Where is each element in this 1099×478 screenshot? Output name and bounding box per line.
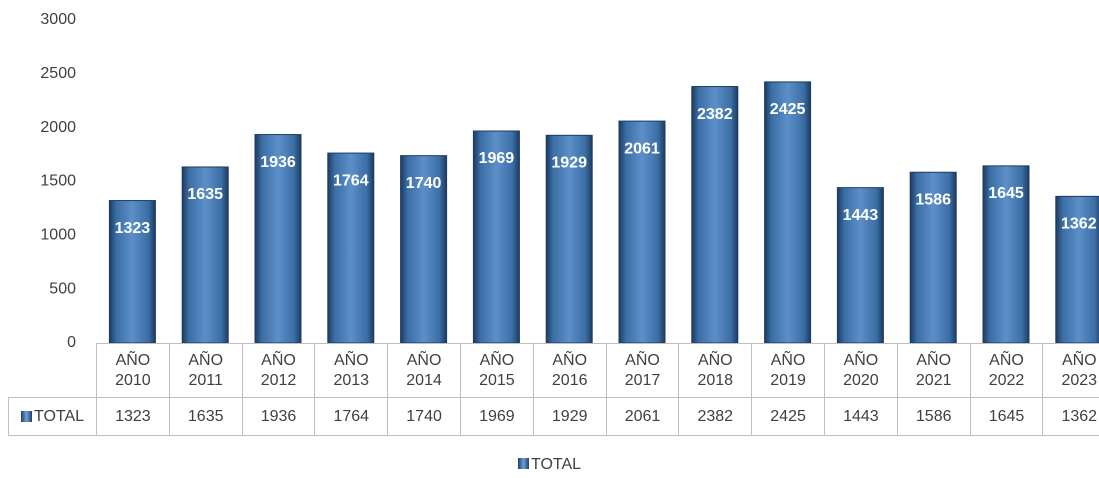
y-tick-label: 2000: [40, 119, 76, 136]
data-label: 1362: [1061, 216, 1097, 233]
table-header-cell: AÑO 2015: [460, 343, 534, 398]
data-label: 1740: [406, 175, 442, 192]
table-header-cell: AÑO 2013: [314, 343, 389, 398]
y-tick-label: 2500: [40, 65, 76, 82]
table-header-cell: AÑO 2012: [241, 343, 316, 398]
y-tick-label: 500: [49, 280, 76, 297]
y-tick-label: 3000: [40, 11, 76, 28]
table-header-cell: AÑO 2022: [969, 343, 1044, 398]
table-header-cell: AÑO 2020: [824, 343, 898, 398]
table-header-cell: AÑO 2014: [387, 343, 461, 398]
table-value-cell: 1969: [460, 397, 534, 436]
data-label: 1645: [988, 185, 1024, 202]
data-label: 1323: [115, 220, 151, 237]
table-value-cell: 1929: [532, 397, 607, 436]
table-header-cell: AÑO 2017: [605, 343, 680, 398]
bar: [909, 171, 957, 344]
table-header-cell: AÑO 2021: [896, 343, 971, 398]
row-label: TOTAL: [33, 407, 85, 425]
legend-key: [517, 458, 529, 469]
bar: [691, 86, 739, 344]
data-label: 2382: [697, 106, 733, 123]
table-value-cell: 2425: [751, 397, 825, 436]
table-value-cell: 1323: [96, 397, 170, 436]
table-value-cell: 1740: [387, 397, 461, 436]
legend: TOTAL: [0, 456, 1099, 474]
table-value-cell: 2061: [605, 397, 680, 436]
bar: [108, 200, 156, 344]
table-header-cell: AÑO 2023: [1042, 343, 1099, 398]
y-tick-label: 1500: [40, 173, 76, 190]
table-header-cell: AÑO 2019: [751, 343, 825, 398]
table-header-cell: AÑO 2018: [678, 343, 753, 398]
bar: [618, 120, 666, 344]
data-label: 1936: [260, 154, 296, 171]
bar: [181, 166, 229, 344]
y-tick-label: 1000: [40, 227, 76, 244]
data-label: 1929: [551, 155, 587, 172]
table-value-cell: 2382: [678, 397, 753, 436]
data-label: 1764: [333, 172, 369, 189]
table-value-cell: 1645: [969, 397, 1044, 436]
data-label: 1969: [479, 150, 515, 167]
table-value-cell: 1586: [896, 397, 971, 436]
table-header-cell: AÑO 2011: [168, 343, 243, 398]
table-row-header: TOTAL: [8, 397, 97, 436]
legend-key: [20, 411, 32, 422]
data-label: 1443: [843, 207, 879, 224]
y-tick-label: 0: [67, 334, 76, 351]
table-value-cell: 1443: [824, 397, 898, 436]
table-value-cell: 1362: [1042, 397, 1099, 436]
table-value-cell: 1764: [314, 397, 389, 436]
data-label: 1586: [915, 191, 951, 208]
bar: [327, 152, 375, 344]
table-header-cell: AÑO 2010: [96, 343, 170, 398]
legend-label: TOTAL: [530, 456, 582, 473]
bar: [1055, 195, 1099, 344]
data-label: 2425: [770, 101, 806, 118]
table-header-cell: AÑO 2016: [532, 343, 607, 398]
bar: [472, 130, 520, 344]
bar: [254, 134, 302, 344]
table-value-cell: 1635: [168, 397, 243, 436]
data-label: 1635: [187, 186, 223, 203]
bar: [764, 81, 812, 344]
table-value-cell: 1936: [241, 397, 316, 436]
bar: [400, 155, 448, 344]
data-label: 2061: [624, 140, 660, 157]
bar: [982, 165, 1030, 344]
